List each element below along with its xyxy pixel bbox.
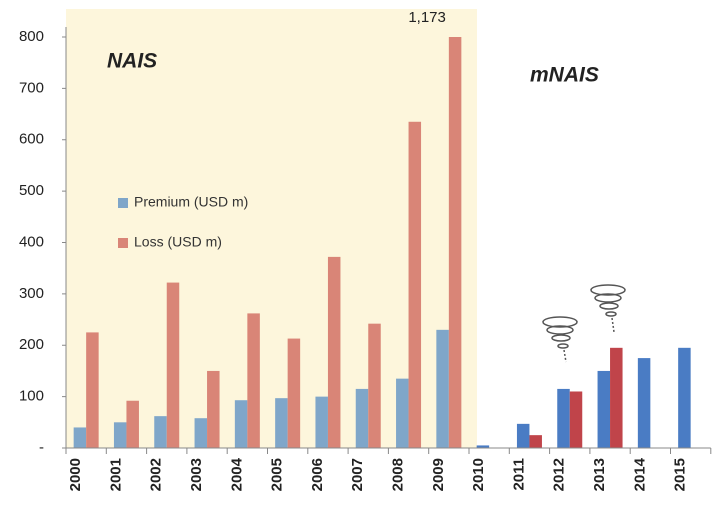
x-tick-label: 2012: [551, 458, 568, 491]
bar: [637, 358, 651, 448]
bar: [275, 398, 288, 448]
legend-swatch: [118, 198, 128, 208]
y-tick-label: -: [39, 439, 44, 456]
x-tick-label: 2014: [631, 457, 648, 491]
x-tick-label: 2015: [672, 458, 689, 491]
bar: [327, 256, 341, 448]
x-tick-label: 2001: [107, 458, 124, 491]
bar: [436, 329, 449, 448]
bar: [247, 313, 260, 448]
bar: [194, 418, 208, 448]
y-tick-label: 800: [19, 28, 44, 45]
x-tick-label: 2003: [188, 458, 205, 491]
x-tick-label: 2004: [228, 457, 245, 491]
y-tick-label: 500: [19, 182, 44, 199]
x-tick-label: 2013: [591, 458, 608, 491]
bar: [154, 416, 167, 448]
x-tick-label: 2006: [309, 458, 326, 491]
bar: [73, 427, 87, 448]
y-tick-label: 100: [19, 388, 44, 405]
legend-swatch: [118, 238, 128, 248]
bar: [166, 282, 180, 448]
bar: [476, 445, 490, 448]
x-tick-label: 2008: [390, 458, 407, 491]
bar: [86, 332, 99, 448]
x-tick-label: 2002: [148, 458, 165, 491]
data-label: 1,173: [408, 9, 446, 26]
y-tick-label: 700: [19, 79, 44, 96]
legend-label: Premium (USD m): [134, 194, 248, 210]
bar: [287, 338, 301, 448]
bar: [126, 400, 139, 448]
x-tick-label: 2005: [269, 458, 286, 491]
y-tick-label: 200: [19, 336, 44, 353]
bar: [234, 400, 248, 448]
bar: [368, 323, 381, 448]
bar: [113, 422, 127, 448]
bar: [396, 378, 409, 448]
era-shade: [66, 9, 477, 448]
storm-icon: [590, 284, 626, 333]
era-label: mNAIS: [530, 64, 599, 87]
y-tick-label: 600: [19, 131, 44, 148]
bar: [529, 435, 542, 448]
bar: [448, 37, 462, 448]
era-label: NAIS: [107, 50, 157, 73]
x-tick-label: 2011: [510, 458, 527, 491]
y-tick-label: 400: [19, 233, 44, 250]
bar: [315, 396, 328, 448]
bar: [557, 388, 570, 448]
bar: [516, 423, 530, 448]
x-tick-label: 2010: [470, 458, 487, 491]
bar: [678, 347, 691, 448]
storm-icon: [542, 316, 578, 363]
bar: [408, 121, 422, 449]
x-tick-label: 2000: [67, 458, 84, 491]
x-tick-label: 2009: [430, 458, 447, 491]
bar: [207, 370, 220, 448]
bar: [569, 391, 583, 448]
legend-label: Loss (USD m): [134, 234, 222, 250]
bar: [610, 347, 623, 448]
bar: [597, 370, 611, 448]
bar: [355, 388, 369, 448]
x-tick-label: 2007: [349, 458, 366, 491]
y-tick-label: 300: [19, 285, 44, 302]
